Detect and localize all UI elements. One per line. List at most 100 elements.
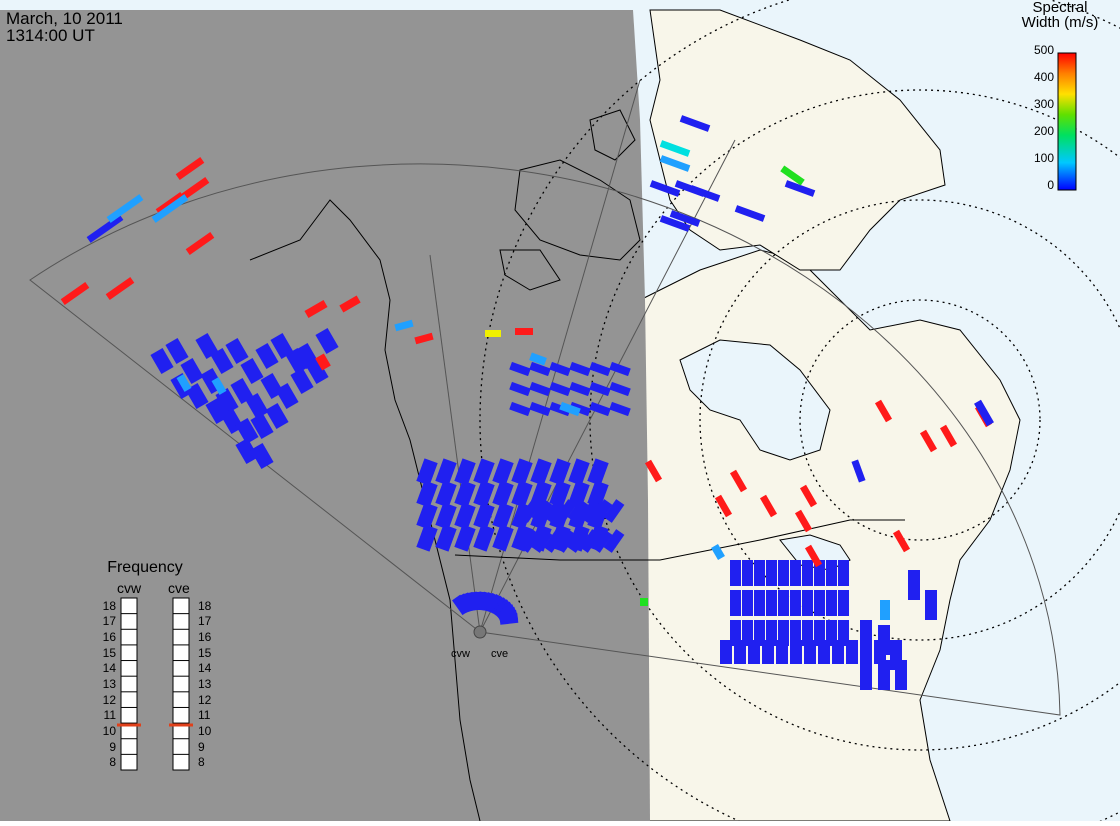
backscatter-cell (778, 590, 789, 616)
backscatter-cell (579, 499, 601, 523)
backscatter-cell (579, 529, 601, 553)
backscatter-cell (211, 377, 227, 395)
backscatter-cell (730, 590, 741, 616)
backscatter-cell (235, 417, 259, 445)
arctic-islands (499, 109, 641, 291)
backscatter-cell (878, 660, 890, 690)
backscatter-cell (790, 560, 801, 586)
backscatter-cell (454, 480, 476, 508)
backscatter-cell (509, 381, 531, 397)
backscatter-cell (86, 214, 124, 243)
backscatter-cell (609, 361, 631, 377)
frequency-tick-cvw: 10 (102, 723, 116, 738)
backscatter-cell (766, 590, 777, 616)
backscatter-cell (794, 509, 813, 533)
backscatter-cell (315, 327, 339, 355)
backscatter-cell (511, 524, 533, 552)
backscatter-cell (603, 529, 625, 553)
backscatter-cell (555, 529, 577, 553)
backscatter-cell (435, 458, 457, 486)
backscatter-cell (435, 524, 457, 552)
backscatter-cell (549, 361, 571, 377)
backscatter-cell (659, 155, 691, 172)
backscatter-cell (210, 347, 234, 375)
frequency-tick-cve: 8 (198, 755, 205, 770)
backscatter-cell (519, 499, 541, 523)
frequency-tick-cvw: 17 (102, 614, 116, 629)
frequency-tick-cve: 10 (198, 723, 212, 738)
backscatter-cell (838, 590, 849, 616)
frequency-tick-cve: 13 (198, 677, 212, 691)
backscatter-cell (860, 620, 872, 650)
backscatter-cell (804, 544, 823, 568)
backscatter-cell (416, 480, 438, 508)
backscatter-cell (509, 361, 531, 377)
backscatter-cell (275, 382, 299, 410)
backscatter-cell (669, 210, 701, 227)
backscatter-cell (742, 560, 753, 586)
backscatter-cell (519, 529, 541, 553)
backscatter-cell (485, 330, 501, 337)
backscatter-cell (925, 590, 937, 620)
backscatter-cell (511, 458, 533, 486)
frequency-tick-cvw: 18 (102, 598, 116, 613)
backscatter-cell (880, 600, 890, 620)
backscatter-cell (195, 332, 219, 360)
backscatter-cell (778, 560, 789, 586)
frequency-tick-cvw: 8 (109, 755, 116, 770)
backscatter-cell (766, 620, 777, 646)
backscatter-cell (240, 357, 264, 385)
backscatter-cell (799, 484, 818, 508)
backscatter-cell (679, 115, 711, 132)
backscatter-cell (734, 640, 746, 664)
backscatter-cell (742, 590, 753, 616)
frequency-scale-cvw (120, 597, 138, 771)
backscatter-cell (568, 480, 590, 508)
backscatter-cell (802, 590, 813, 616)
backscatter-cell (640, 598, 648, 606)
backscatter-cell (290, 367, 314, 395)
hudson-bay (679, 339, 831, 461)
frequency-tick-cvw: 14 (102, 661, 116, 676)
frequency-tick-cvw: 16 (102, 630, 116, 645)
frequency-radar-cve: cve (168, 580, 190, 596)
backscatter-cell (895, 660, 907, 690)
backscatter-cell (543, 499, 565, 523)
backscatter-cell (742, 620, 753, 646)
backscatter-cell (748, 640, 760, 664)
colorbar-gradient (1057, 52, 1077, 191)
backscatter-cell (151, 194, 189, 223)
backscatter-cell (473, 480, 495, 508)
backscatter-cell (802, 620, 813, 646)
backscatter-cell (908, 570, 920, 600)
backscatter-cell (729, 469, 748, 493)
backscatter-cell (473, 524, 495, 552)
backscatter-cell (939, 424, 958, 448)
time-label: 1314:00 UT (6, 26, 95, 45)
backscatter-cell (790, 590, 801, 616)
backscatter-cell (587, 458, 609, 486)
colorbar-tick: 100 (1033, 151, 1054, 165)
colorbar-tick: 0 (1047, 178, 1054, 192)
backscatter-cell (851, 459, 866, 483)
backscatter-cell (711, 543, 725, 561)
frequency-tick-cve: 12 (198, 692, 212, 707)
frequency-tick-cve: 11 (198, 708, 211, 723)
backscatter-cell (892, 529, 911, 553)
backscatter-cell (270, 332, 294, 360)
greenland-land (649, 9, 946, 271)
backscatter-cell (511, 480, 533, 508)
radar-label-cve: cve (491, 648, 509, 660)
backscatter-cell (778, 620, 789, 646)
backscatter-cell (730, 560, 741, 586)
colorbar-tick: 400 (1033, 70, 1054, 84)
backscatter-cell (974, 399, 994, 427)
backscatter-cell (245, 392, 269, 420)
backscatter-cell (649, 180, 681, 197)
backscatter-cell (529, 401, 551, 417)
backscatter-cell (780, 165, 805, 186)
frequency-tick-cvw: 13 (102, 677, 116, 691)
backscatter-cell (339, 295, 361, 313)
backscatter-cell (860, 660, 872, 690)
backscatter-cell (730, 620, 741, 646)
